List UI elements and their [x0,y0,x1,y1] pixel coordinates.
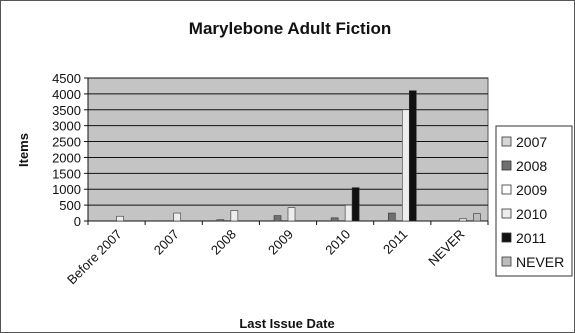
bar-never-never [473,213,481,222]
plot-background [87,77,489,222]
legend-label-2009: 2009 [516,182,547,198]
legend-label-never: NEVER [516,254,564,270]
y-tick-label: 2500 [52,135,81,150]
bar-2011-2010 [351,187,360,222]
y-tick-label: 500 [59,198,81,213]
bar-2010-2010 [344,204,353,222]
bar-2008-2008 [216,219,225,222]
bar-2010-before-2007 [116,215,124,222]
bar-2008-2010 [330,217,339,222]
bar-2010-2007 [173,212,182,222]
bar-2011-2011 [408,90,417,222]
y-tick-label: 0 [74,214,81,229]
legend-label-2010: 2010 [516,206,547,222]
chart-title: Marylebone Adult Fiction [189,19,391,38]
legend-swatch-2008 [501,160,512,171]
y-tick-label: 1000 [52,182,81,197]
y-tick-label: 1500 [52,166,81,181]
y-tick-label: 3000 [52,119,81,134]
legend-swatch-2007 [501,136,512,147]
y-tick-label: 4500 [52,71,81,86]
bar-2008-2011 [387,212,396,222]
legend: 2007 2008 2009 2010 2011 NEVER [495,125,573,277]
legend-label-2008: 2008 [516,158,547,174]
y-axis-label: Items [16,133,31,167]
legend-swatch-2010 [501,208,512,219]
bar-2010-2011 [401,109,410,222]
y-tick-label: 4000 [52,87,81,102]
legend-label-2007: 2007 [516,134,547,150]
legend-swatch-2011 [501,232,512,243]
y-tick-label: 2000 [52,150,81,165]
bar-2008-2009 [273,215,282,222]
legend-box [495,125,573,277]
bar-2010-2009 [287,207,296,222]
bar-2010-never [459,218,467,222]
y-tick-label: 3500 [52,103,81,118]
legend-swatch-2009 [501,184,512,195]
bar-2010-2008 [230,210,239,222]
x-axis-label: Last Issue Date [239,316,334,331]
legend-label-2011: 2011 [516,230,546,246]
legend-swatch-never [501,256,512,267]
